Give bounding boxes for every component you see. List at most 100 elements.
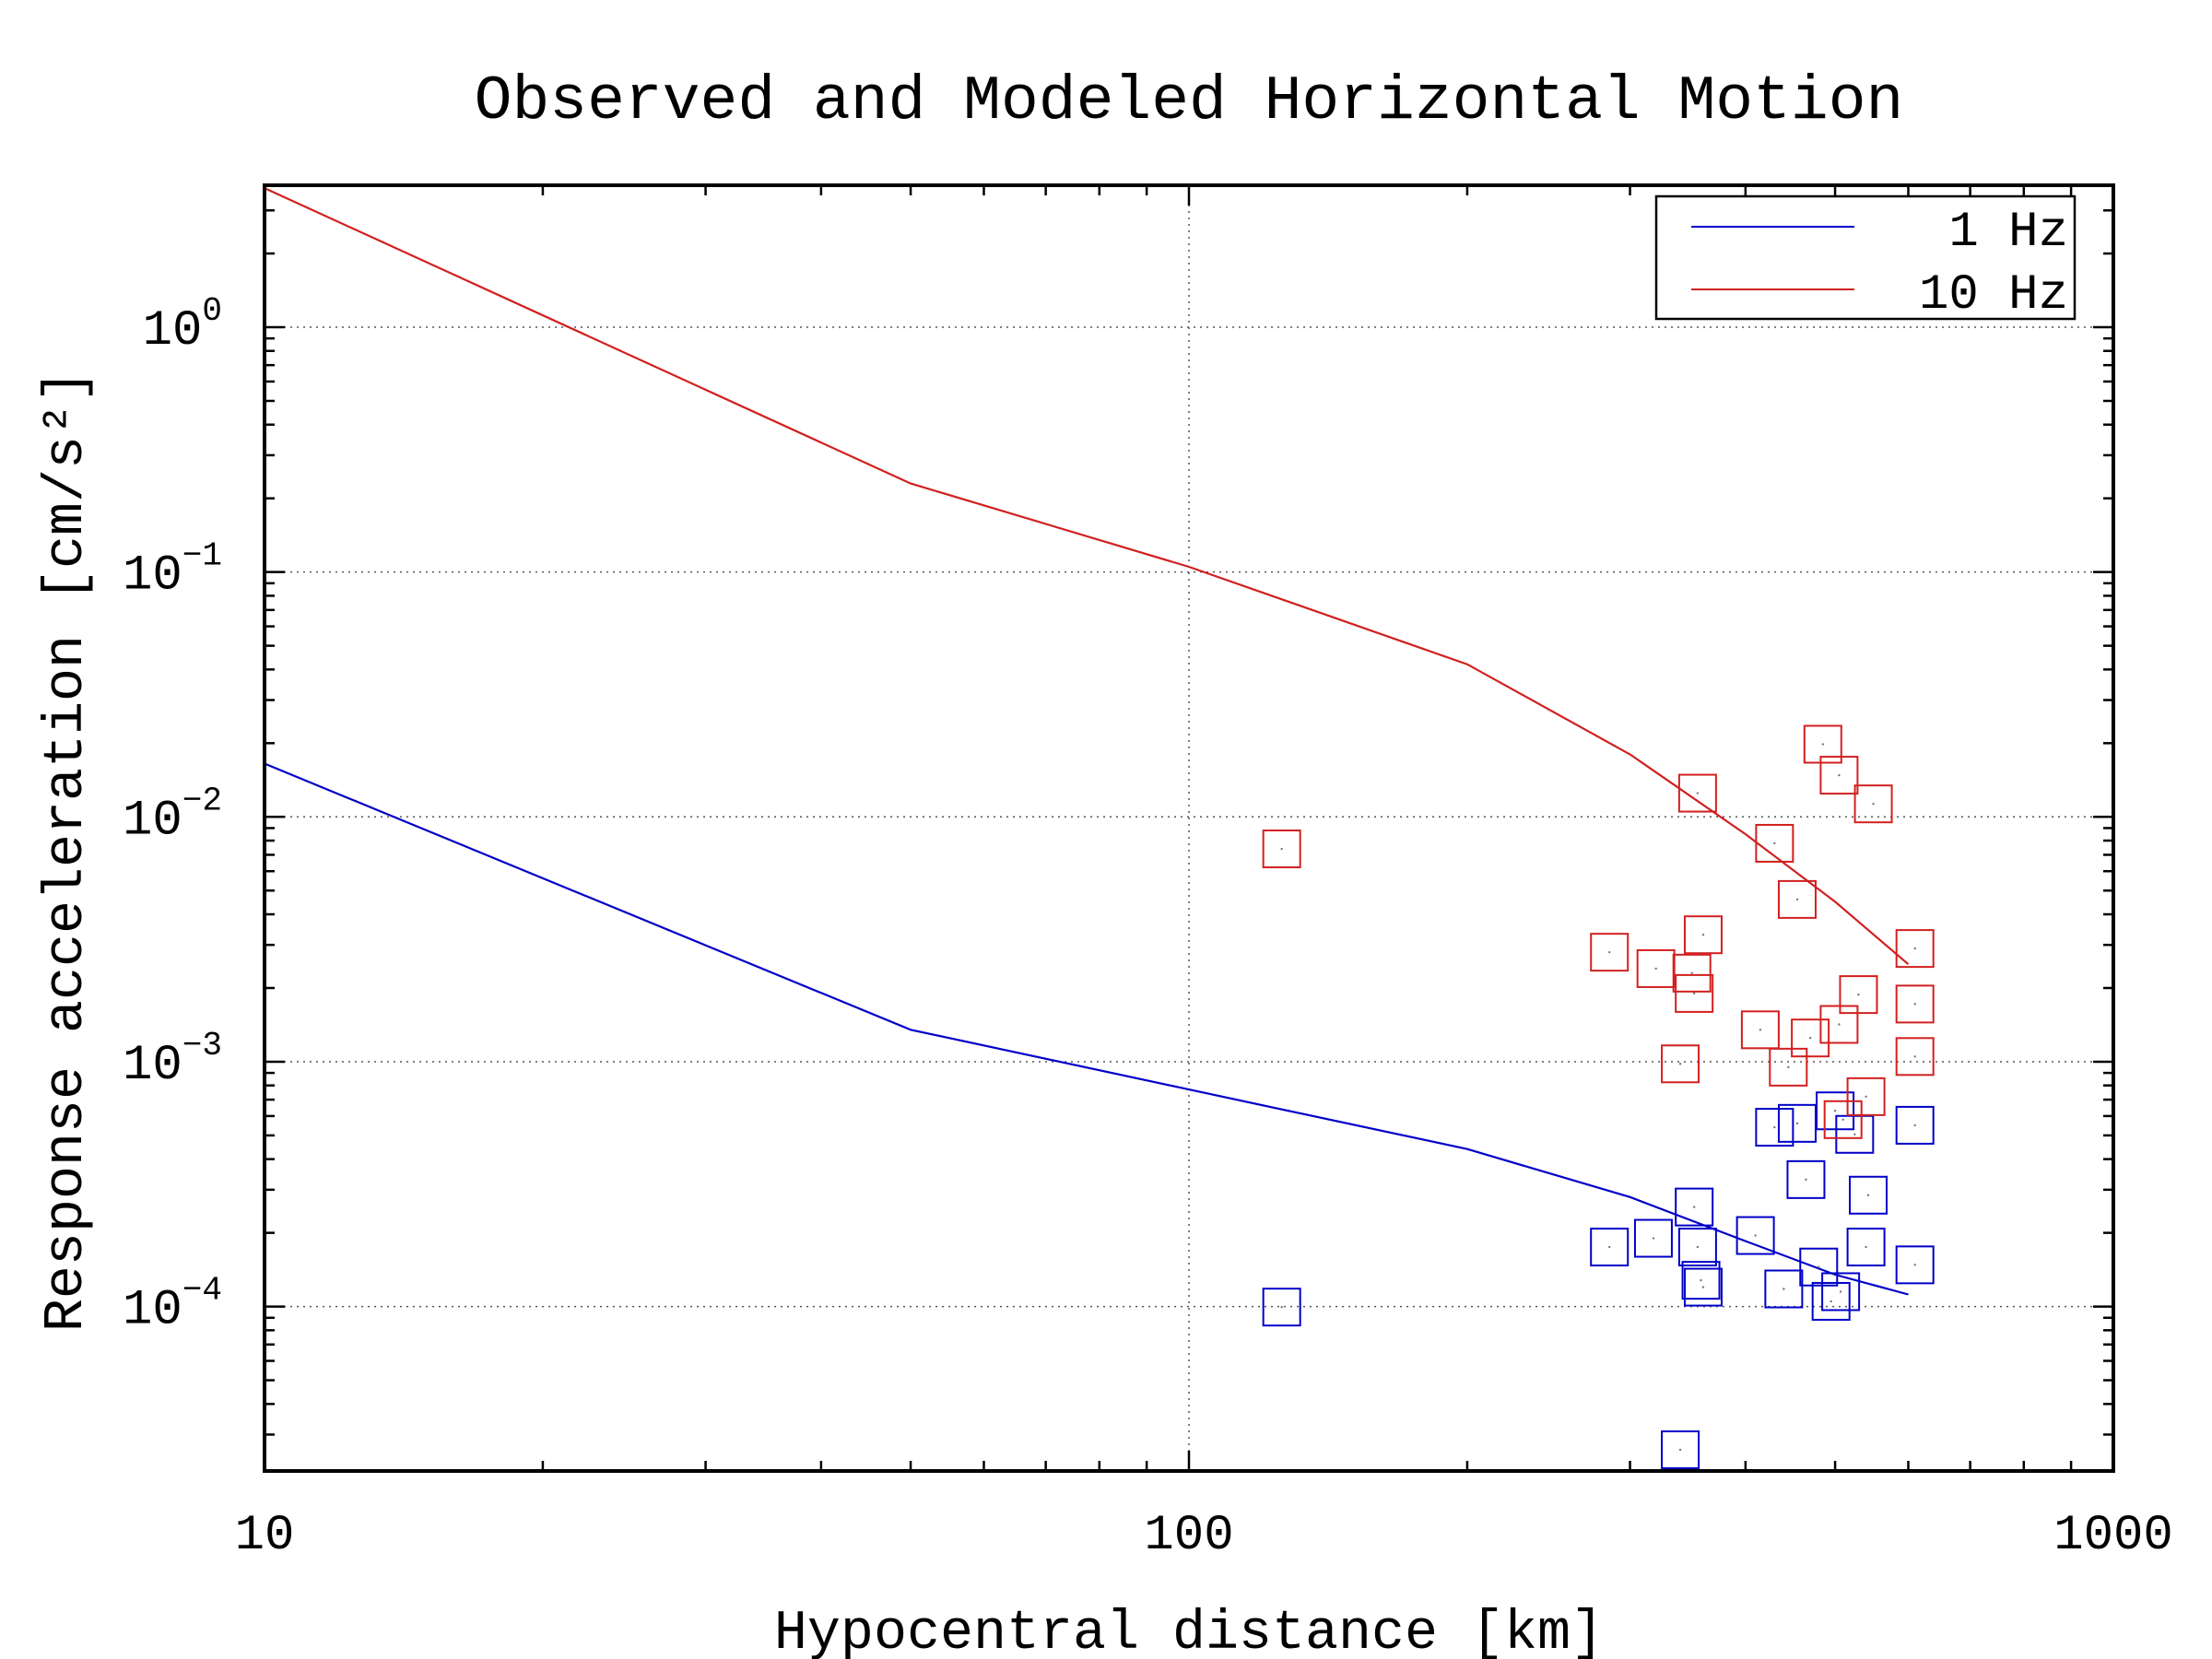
observation-center-10hz	[1795, 898, 1799, 901]
observation-point-10hz	[1839, 975, 1878, 1015]
observation-center-10hz	[1696, 792, 1700, 794]
observation-point-10hz	[1672, 953, 1712, 993]
observation-point-10hz	[1777, 879, 1817, 919]
observation-point-1hz	[1755, 1108, 1794, 1147]
series-10hz	[264, 187, 1935, 1139]
observation-point-10hz	[1262, 830, 1301, 869]
observation-center-1hz	[1865, 1245, 1867, 1249]
observation-point-1hz	[1846, 1228, 1886, 1267]
observation-center-1hz	[1692, 1206, 1696, 1208]
grid	[265, 185, 2113, 1471]
observation-point-1hz	[1811, 1281, 1851, 1321]
observation-center-1hz	[1608, 1245, 1611, 1249]
observation-center-10hz	[1787, 1065, 1790, 1069]
observation-center-1hz	[1696, 1245, 1700, 1249]
observation-point-10hz	[1819, 1005, 1859, 1044]
observation-point-1hz	[1799, 1247, 1839, 1287]
y-tick-label: 10−3	[123, 1027, 222, 1094]
observation-point-10hz	[1823, 1100, 1863, 1139]
observation-center-1hz	[1818, 1265, 1820, 1268]
observation-point-1hz	[1764, 1269, 1804, 1309]
y-tick-label: 10−4	[123, 1272, 222, 1339]
observation-center-10hz	[1841, 1118, 1844, 1121]
observation-point-1hz	[1683, 1267, 1723, 1307]
observation-point-1hz	[1849, 1175, 1888, 1215]
observation-point-10hz	[1769, 1047, 1808, 1087]
observation-point-1hz	[1895, 1245, 1935, 1285]
legend-box	[1654, 194, 2077, 321]
observation-point-1hz	[1786, 1159, 1826, 1199]
observation-point-10hz	[1895, 984, 1935, 1024]
x-tick-label: 10	[235, 1508, 295, 1564]
ticks	[263, 185, 2113, 1471]
observation-point-10hz	[1803, 724, 1842, 764]
observation-point-10hz	[1895, 1037, 1935, 1077]
observation-center-1hz	[1833, 1110, 1837, 1112]
observation-center-10hz	[1838, 1023, 1841, 1026]
observation-point-10hz	[1590, 933, 1630, 972]
series-layer	[264, 187, 1935, 1469]
x-tick-label: 100	[1144, 1508, 1233, 1564]
y-tick-label: 100	[143, 292, 222, 359]
observation-center-1hz	[1773, 1125, 1776, 1129]
observation-center-1hz	[1805, 1178, 1807, 1182]
observation-center-10hz	[1701, 934, 1705, 936]
model-line-10hz	[264, 187, 1910, 966]
observation-center-1hz	[1839, 1290, 1842, 1293]
observation-center-1hz	[1866, 1194, 1870, 1196]
observation-point-1hz	[1590, 1228, 1630, 1267]
observation-point-1hz	[1735, 1216, 1775, 1255]
observation-center-10hz	[1913, 947, 1916, 950]
observation-center-1hz	[1701, 1286, 1705, 1288]
observation-center-10hz	[1759, 1029, 1762, 1031]
observation-center-1hz	[1830, 1300, 1832, 1303]
plot-frame	[263, 183, 2115, 1473]
observation-point-10hz	[1683, 915, 1723, 955]
legend-label-10hz: 10 Hz	[1919, 267, 2068, 324]
observation-center-10hz	[1838, 773, 1841, 777]
observation-center-10hz	[1913, 1003, 1916, 1006]
observation-center-1hz	[1280, 1305, 1283, 1309]
legend: 1 Hz 10 Hz	[1654, 194, 2077, 324]
observation-point-1hz	[1895, 1105, 1935, 1145]
observation-point-10hz	[1819, 756, 1859, 795]
observation-center-1hz	[1652, 1237, 1655, 1240]
observation-center-1hz	[1700, 1278, 1702, 1282]
observation-center-10hz	[1280, 847, 1283, 851]
observation-center-1hz	[1913, 1124, 1916, 1127]
observation-point-1hz	[1633, 1218, 1673, 1258]
observation-point-1hz	[1816, 1091, 1855, 1131]
observation-point-10hz	[1895, 929, 1935, 969]
observation-center-10hz	[1654, 967, 1657, 971]
observation-center-10hz	[1608, 950, 1611, 954]
observation-point-1hz	[1675, 1187, 1714, 1227]
observation-center-10hz	[1872, 803, 1875, 806]
series-1hz	[264, 762, 1935, 1469]
observation-center-1hz	[1678, 1448, 1682, 1452]
observation-point-1hz	[1681, 1261, 1721, 1300]
observation-point-10hz	[1675, 973, 1714, 1013]
y-axis-label: Response acceleration [cm/s²]	[36, 370, 99, 1332]
model-line-1hz	[264, 762, 1909, 1296]
x-tick-label: 1000	[2053, 1508, 2173, 1564]
observation-center-1hz	[1754, 1234, 1757, 1237]
observation-point-10hz	[1677, 773, 1717, 813]
observation-point-1hz	[1661, 1430, 1700, 1469]
observation-center-10hz	[1808, 1037, 1812, 1040]
observation-center-10hz	[1678, 1063, 1682, 1065]
chart-title: Observed and Modeled Horizontal Motion	[475, 66, 1904, 137]
observation-point-1hz	[1262, 1288, 1301, 1327]
observation-point-10hz	[1661, 1044, 1700, 1084]
tick-labels: 10 100 1000 100 10−1 10−2 10−3 10−4	[123, 292, 2173, 1564]
observation-center-1hz	[1913, 1264, 1916, 1266]
legend-label-1hz: 1 Hz	[1948, 205, 2068, 261]
observation-point-10hz	[1791, 1018, 1830, 1058]
observation-point-1hz	[1777, 1103, 1817, 1143]
observation-point-10hz	[1755, 823, 1794, 863]
y-tick-label: 10−2	[123, 782, 222, 849]
observation-center-1hz	[1853, 1133, 1856, 1135]
observation-point-10hz	[1740, 1010, 1780, 1050]
observation-center-10hz	[1865, 1095, 1867, 1099]
observation-center-10hz	[1692, 992, 1696, 995]
